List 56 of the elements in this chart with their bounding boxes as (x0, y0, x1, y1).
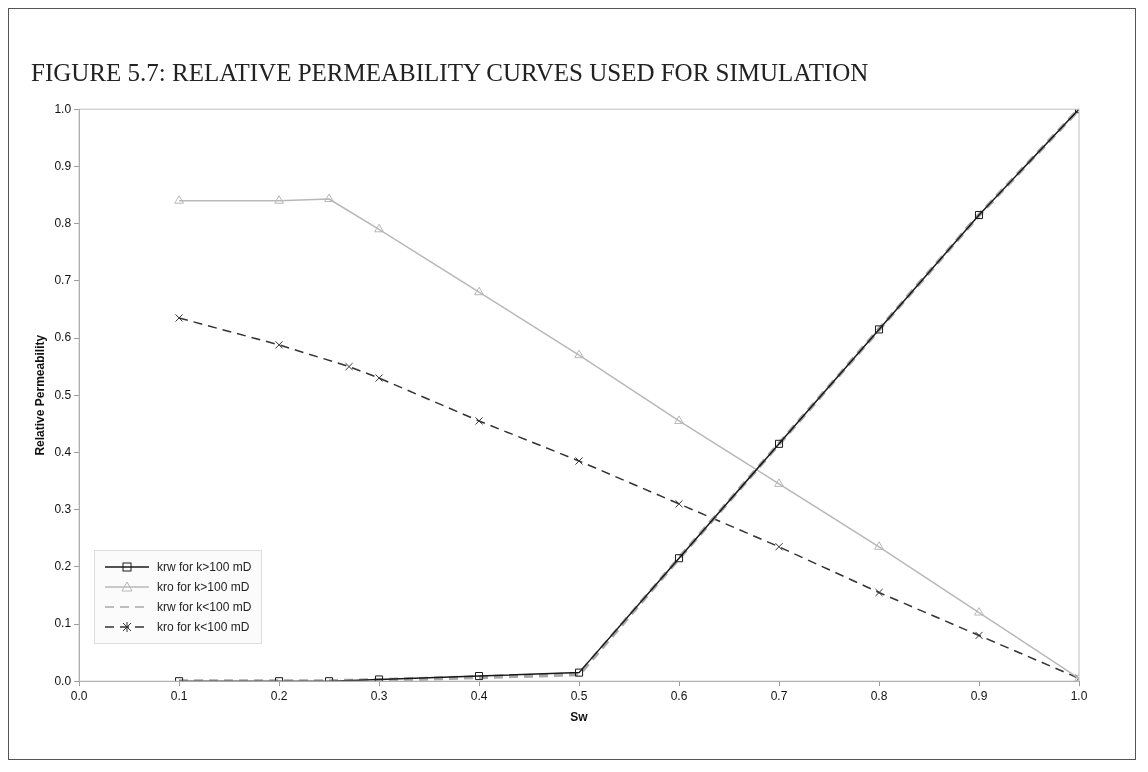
y-tick-label: 0.3 (54, 501, 72, 516)
point (274, 195, 284, 204)
y-tick-label: 0.4 (54, 444, 72, 459)
legend-label: kro for k<100 mD (157, 620, 250, 634)
x-tick-label: 0.3 (370, 688, 388, 703)
x-tick-label: 0.7 (770, 688, 788, 703)
x-tick-label: 0.1 (170, 688, 188, 703)
x-axis-title: Sw (570, 710, 589, 725)
x-tick-label: 0.8 (870, 688, 888, 703)
point (174, 195, 184, 204)
point (345, 362, 354, 371)
y-axis-title: Relative Permeability (32, 334, 47, 456)
point (475, 672, 484, 681)
point (874, 325, 884, 334)
x-tick-label: 0.4 (470, 688, 488, 703)
point (175, 313, 184, 323)
point (475, 416, 484, 425)
point (675, 554, 684, 563)
point (375, 675, 384, 682)
point (575, 668, 584, 677)
chart-title: FIGURE 5.7: RELATIVE PERMEABILITY CURVES USED FOR SIMULATION (30, 58, 870, 88)
point (974, 607, 984, 616)
point (774, 542, 784, 551)
point (774, 439, 784, 448)
y-tick-label: 0.9 (54, 158, 72, 173)
x-tick-label: 1.0 (1070, 688, 1088, 703)
point (324, 193, 334, 202)
point (375, 374, 384, 383)
y-tick-label: 0.7 (54, 273, 72, 288)
point (974, 631, 984, 640)
point (675, 499, 684, 508)
point (974, 210, 984, 220)
x-tick-label: 0.5 (570, 688, 588, 703)
legend-label: krw for k>100 mD (157, 560, 252, 574)
legend-label: krw for k<100 mD (157, 600, 252, 614)
point (575, 456, 584, 466)
y-tick-label: 0.0 (54, 673, 72, 688)
point (774, 478, 784, 487)
x-tick-label: 0.6 (670, 688, 688, 703)
x-tick-label: 0.2 (270, 688, 288, 703)
point (574, 349, 584, 359)
y-tick-label: 0.2 (54, 559, 72, 574)
y-tick-label: 0.8 (54, 215, 72, 230)
point (674, 415, 684, 424)
y-tick-label: 0.6 (54, 330, 72, 345)
y-tick-label: 0.1 (54, 616, 72, 631)
y-tick-label: 1.0 (54, 101, 72, 116)
point (874, 541, 884, 550)
x-tick-label: 0.0 (70, 688, 88, 703)
point (374, 223, 384, 233)
point (874, 588, 884, 597)
legend-label: kro for k>100 mD (157, 580, 250, 594)
y-tick-label: 0.5 (54, 387, 72, 402)
point (275, 340, 284, 349)
x-tick-label: 0.9 (970, 688, 988, 703)
point (474, 286, 484, 296)
